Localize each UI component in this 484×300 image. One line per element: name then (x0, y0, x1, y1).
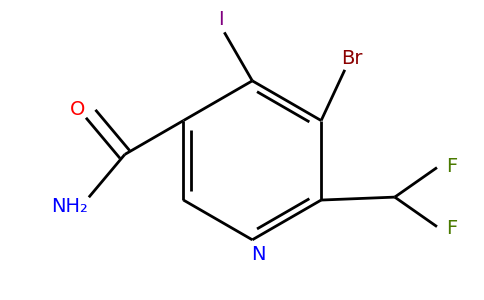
Text: NH₂: NH₂ (51, 196, 88, 216)
Text: O: O (70, 100, 85, 119)
Text: I: I (219, 10, 224, 28)
Text: F: F (446, 219, 457, 238)
Text: N: N (251, 245, 265, 264)
Text: F: F (446, 157, 457, 175)
Text: Br: Br (341, 49, 363, 68)
